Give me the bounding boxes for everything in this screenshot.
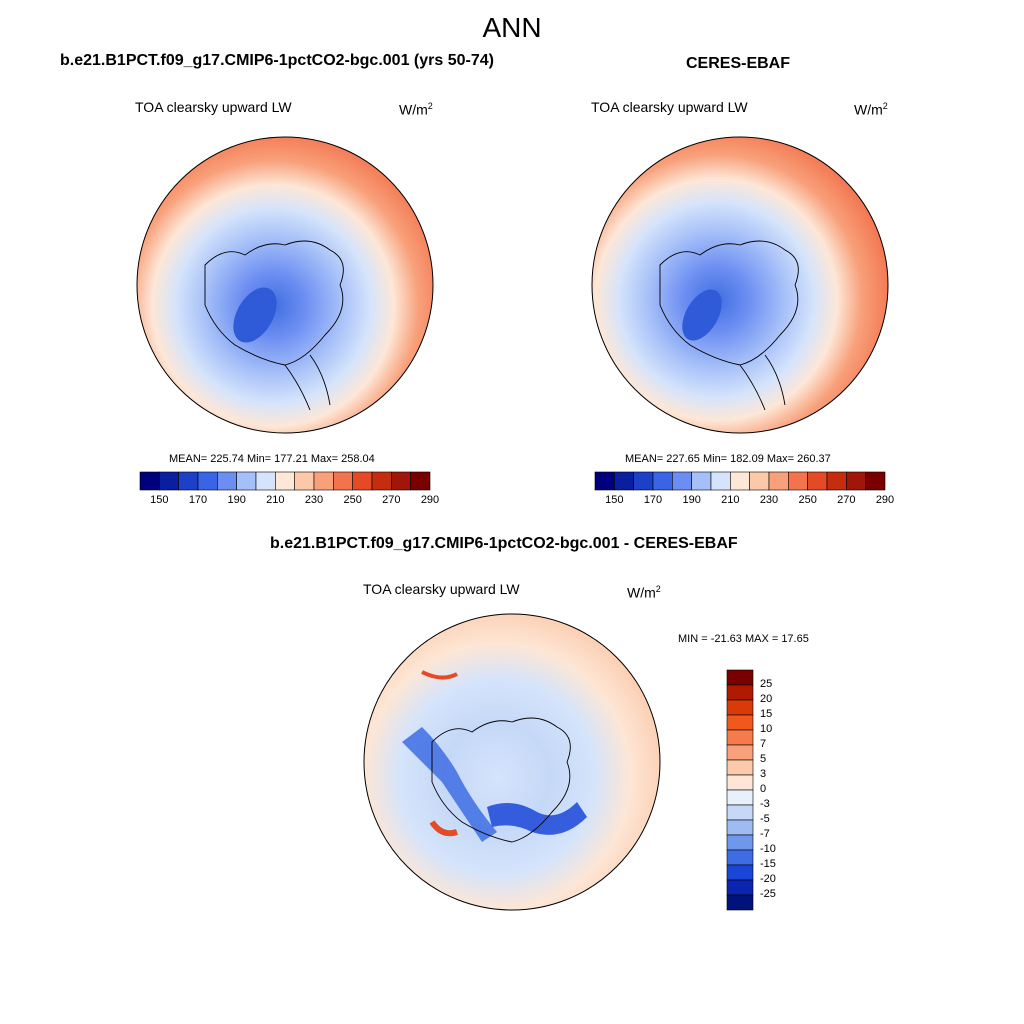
colorbar-swatch xyxy=(197,471,218,491)
colorbar-tick-label: 170 xyxy=(188,494,208,506)
colorbar-swatch xyxy=(255,471,276,491)
colorbar-swatch xyxy=(749,471,770,491)
colorbar-swatch xyxy=(730,471,750,491)
colorbar-swatch xyxy=(217,471,237,491)
colorbar-tick-label: 20 xyxy=(760,693,773,705)
panel3-stats: MIN = -21.63 MAX = 17.65 xyxy=(678,633,809,645)
colorbar-tick-label: 270 xyxy=(382,494,401,506)
colorbar-swatch xyxy=(726,699,754,716)
colorbar-swatch xyxy=(726,684,754,701)
panel2-colorbar-labels: 150 170 190 210 230 250 270 290 xyxy=(595,494,894,508)
colorbar-tick-label: 210 xyxy=(266,494,285,506)
colorbar-tick-label: 3 xyxy=(760,768,767,780)
colorbar-tick-label: 290 xyxy=(420,494,440,506)
colorbar-tick-label: -10 xyxy=(760,843,776,855)
colorbar-swatch xyxy=(807,471,828,491)
colorbar-swatch xyxy=(826,471,847,491)
colorbar-swatch xyxy=(726,759,754,776)
colorbar-swatch xyxy=(691,471,712,491)
colorbar-swatch xyxy=(333,471,353,491)
colorbar-tick-label: 7 xyxy=(760,738,767,750)
colorbar-swatch xyxy=(294,471,315,491)
panel1-colorbar xyxy=(139,471,431,491)
panel2-colorbar xyxy=(594,471,886,491)
colorbar-tick-label: 250 xyxy=(798,494,817,506)
colorbar-swatch xyxy=(275,471,295,491)
colorbar-tick-label: 210 xyxy=(721,494,740,506)
panel1-stats: MEAN= 225.74 Min= 177.21 Max= 258.04 xyxy=(169,453,375,465)
colorbar-swatch xyxy=(846,471,866,491)
colorbar-swatch xyxy=(726,879,754,896)
panel3-polar-map xyxy=(363,613,661,911)
colorbar-tick-label: -7 xyxy=(760,828,770,840)
panel3-title: b.e21.B1PCT.f09_g17.CMIP6-1pctCO2-bgc.00… xyxy=(270,535,738,552)
colorbar-tick-label: 15 xyxy=(760,708,773,720)
colorbar-swatch xyxy=(371,471,392,491)
colorbar-swatch xyxy=(352,471,373,491)
panel3-variable-label: TOA clearsky upward LW xyxy=(363,581,520,597)
colorbar-swatch xyxy=(594,471,615,491)
colorbar-tick-label: 25 xyxy=(760,678,773,690)
colorbar-swatch xyxy=(652,471,673,491)
panel1-units-label: W/m2 xyxy=(399,101,433,118)
figure-title: ANN xyxy=(482,12,542,43)
panel1-variable-label: TOA clearsky upward LW xyxy=(135,99,292,115)
colorbar-swatch xyxy=(726,774,754,791)
colorbar-swatch xyxy=(710,471,731,491)
panel2-polar-map xyxy=(591,136,889,434)
colorbar-swatch xyxy=(391,471,411,491)
colorbar-swatch xyxy=(726,669,754,686)
colorbar-swatch xyxy=(139,471,160,491)
colorbar-tick-label: 5 xyxy=(760,753,767,765)
colorbar-swatch xyxy=(726,819,754,836)
colorbar-tick-label: 230 xyxy=(759,494,779,506)
panel1-title: b.e21.B1PCT.f09_g17.CMIP6-1pctCO2-bgc.00… xyxy=(60,52,494,69)
colorbar-swatch xyxy=(726,729,754,746)
colorbar-tick-label: -25 xyxy=(760,888,776,900)
colorbar-swatch xyxy=(726,714,754,731)
colorbar-tick-label: 270 xyxy=(837,494,856,506)
colorbar-tick-label: 250 xyxy=(343,494,362,506)
panel3-units-label: W/m2 xyxy=(627,584,661,601)
panel2-title: CERES-EBAF xyxy=(686,55,791,72)
colorbar-tick-label: 10 xyxy=(760,723,773,735)
colorbar-swatch xyxy=(236,471,257,491)
colorbar-tick-label: -3 xyxy=(760,798,770,810)
panel1-polar-map xyxy=(136,136,434,434)
colorbar-tick-label: 170 xyxy=(643,494,663,506)
colorbar-swatch xyxy=(672,471,692,491)
colorbar-tick-label: 190 xyxy=(682,494,701,506)
panel2-units-label: W/m2 xyxy=(854,101,888,118)
panel2-variable-label: TOA clearsky upward LW xyxy=(591,99,748,115)
colorbar-swatch xyxy=(726,894,754,911)
colorbar-swatch xyxy=(726,789,754,806)
colorbar-swatch xyxy=(159,471,179,491)
colorbar-swatch xyxy=(788,471,808,491)
colorbar-swatch xyxy=(614,471,634,491)
panel3-colorbar-labels: 25 20 15 10 7 5 3 0 -3 -5 -7 -10 -15 -20 -25 xyxy=(760,670,800,910)
colorbar-swatch xyxy=(726,849,754,866)
panel2-stats: MEAN= 227.65 Min= 182.09 Max= 260.37 xyxy=(625,453,831,465)
panel1-colorbar-labels: 150 170 190 210 230 250 270 290 xyxy=(140,494,439,508)
colorbar-swatch xyxy=(726,864,754,881)
colorbar-tick-label: 150 xyxy=(605,494,624,506)
colorbar-swatch xyxy=(726,744,754,761)
colorbar-swatch xyxy=(726,804,754,821)
colorbar-swatch xyxy=(313,471,334,491)
colorbar-swatch xyxy=(726,834,754,851)
colorbar-swatch xyxy=(633,471,654,491)
colorbar-tick-label: -15 xyxy=(760,858,776,870)
colorbar-tick-label: 190 xyxy=(227,494,246,506)
colorbar-tick-label: -20 xyxy=(760,873,776,885)
colorbar-tick-label: 0 xyxy=(760,783,767,795)
colorbar-swatch xyxy=(768,471,789,491)
colorbar-tick-label: -5 xyxy=(760,813,770,825)
colorbar-tick-label: 150 xyxy=(150,494,169,506)
colorbar-tick-label: 290 xyxy=(875,494,895,506)
colorbar-swatch xyxy=(410,471,431,491)
colorbar-tick-label: 230 xyxy=(304,494,324,506)
panel3-colorbar xyxy=(726,669,754,911)
colorbar-swatch xyxy=(178,471,199,491)
colorbar-swatch xyxy=(865,471,886,491)
